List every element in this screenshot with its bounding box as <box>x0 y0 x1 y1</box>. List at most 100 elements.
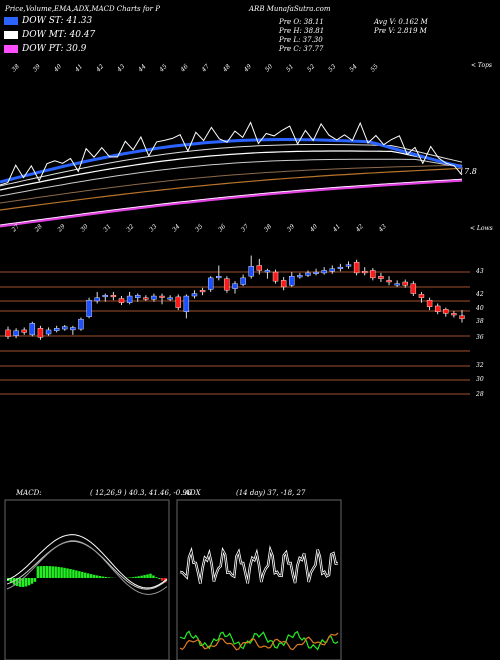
macd-histogram-bar <box>33 578 37 582</box>
candle-body <box>378 276 384 279</box>
low-mark: 28 <box>33 223 44 234</box>
macd-histogram-bar <box>45 566 49 578</box>
legend-label-pt: DOW PT: 30.9 <box>22 43 87 54</box>
low-mark: 41 <box>331 223 342 234</box>
candle-body <box>313 271 319 274</box>
macd-histogram-bar <box>42 566 46 578</box>
macd-histogram-bar <box>104 576 108 578</box>
macd-histogram-bar <box>149 573 152 578</box>
candle-body <box>329 268 335 272</box>
candle-body <box>272 271 279 282</box>
macd-histogram-bar <box>18 578 22 587</box>
adx-line-inner <box>179 548 339 584</box>
macd-histogram-bar <box>9 578 13 583</box>
price-level-label: 28 <box>475 391 484 398</box>
top-mark: 46 <box>179 63 190 74</box>
candle-body <box>151 295 157 300</box>
macd-histogram-bar <box>152 575 155 578</box>
legend-label-mt: DOW MT: 40.47 <box>22 29 96 40</box>
macd-histogram-bar <box>128 577 131 578</box>
ema-value-label: 17.8 <box>459 167 477 176</box>
top-mark: 53 <box>327 63 337 73</box>
adx-values: (14 day) 37, -18, 27 <box>236 489 306 497</box>
candle-body <box>21 329 27 333</box>
candle-body <box>183 295 190 312</box>
candle-body <box>53 328 60 331</box>
macd-histogram-bar <box>24 578 28 587</box>
candle-body <box>70 327 76 331</box>
short-term-ema-line <box>0 138 463 184</box>
macd-histogram-bar <box>92 574 96 578</box>
candle-body <box>37 328 44 338</box>
candles <box>5 255 465 340</box>
lows-label: < Lows <box>470 225 493 232</box>
candle-body <box>102 295 108 298</box>
ema-line-brown <box>0 164 463 204</box>
macd-histogram-bar <box>155 577 158 578</box>
top-mark: 54 <box>348 63 358 73</box>
macd-histogram-bar <box>60 567 63 578</box>
macd-histogram-bar <box>107 577 111 578</box>
candle-body <box>110 295 117 298</box>
candle-body <box>248 266 254 277</box>
chart-header-right: ARB MunafaSutra.com <box>249 5 331 13</box>
macd-histogram-bar <box>36 566 40 578</box>
price-level-label: 36 <box>476 334 484 341</box>
macd-values: ( 12,26,9 ) 40.3, 41.46, -0.96 <box>90 489 192 497</box>
low-mark: 31 <box>102 223 112 233</box>
macd-histogram-bar <box>131 577 134 578</box>
price-level-label: 32 <box>476 362 484 369</box>
low-mark: 38 <box>263 223 273 233</box>
candle-body <box>175 296 181 308</box>
macd-histogram-bar <box>54 566 57 578</box>
low-mark: 42 <box>354 223 365 234</box>
candle-body <box>451 313 457 316</box>
candle-body <box>353 261 360 274</box>
candle-body <box>45 329 52 335</box>
macd-histogram-bar <box>48 566 51 578</box>
plus-di-line <box>179 630 339 651</box>
candle-body <box>289 276 295 286</box>
minus-di-line <box>179 632 339 651</box>
macd-title: MACD: <box>16 489 42 497</box>
macd-histogram-bar <box>78 571 81 578</box>
candle-body <box>426 299 433 307</box>
low-mark: 43 <box>377 223 388 234</box>
candle-body <box>280 280 287 288</box>
candle-body <box>264 270 271 273</box>
top-mark: 52 <box>306 63 316 73</box>
long-term-ema-highlight <box>0 178 463 226</box>
macd-histogram-bar <box>39 566 43 578</box>
stat-low: Pre L: 37.30 <box>279 36 323 44</box>
candle-body <box>29 323 36 336</box>
candle-body <box>143 297 149 300</box>
price-line <box>0 121 463 186</box>
ema-lines <box>0 121 463 228</box>
macd-histogram-bar <box>101 576 105 578</box>
candle-body <box>402 281 408 286</box>
price-level-label: 30 <box>476 376 484 383</box>
macd-histogram-bar <box>143 575 146 578</box>
candle-body <box>362 271 368 274</box>
top-mark: 44 <box>136 63 147 74</box>
price-level-lines: 43 42 40 38 36 32 30 28 <box>0 268 484 398</box>
ema-line-white-1 <box>0 158 463 197</box>
top-mark: 40 <box>52 63 63 74</box>
legend-swatch-st <box>4 16 18 25</box>
legend-swatch-pt <box>4 44 18 53</box>
stat-close: Pre C: 37.77 <box>279 45 324 53</box>
candle-body <box>410 283 417 294</box>
candle-body <box>256 265 263 271</box>
legend-swatch-mt <box>4 30 18 39</box>
candle-body <box>337 266 344 269</box>
candle-body <box>240 277 246 285</box>
candle-body <box>191 293 198 297</box>
low-mark: 30 <box>79 223 89 233</box>
candle-body <box>62 326 68 330</box>
candle-body <box>418 294 425 298</box>
top-mark: 38 <box>10 63 20 73</box>
candle-body <box>321 270 327 274</box>
top-mark: 39 <box>32 63 42 73</box>
low-mark: 37 <box>240 223 250 233</box>
